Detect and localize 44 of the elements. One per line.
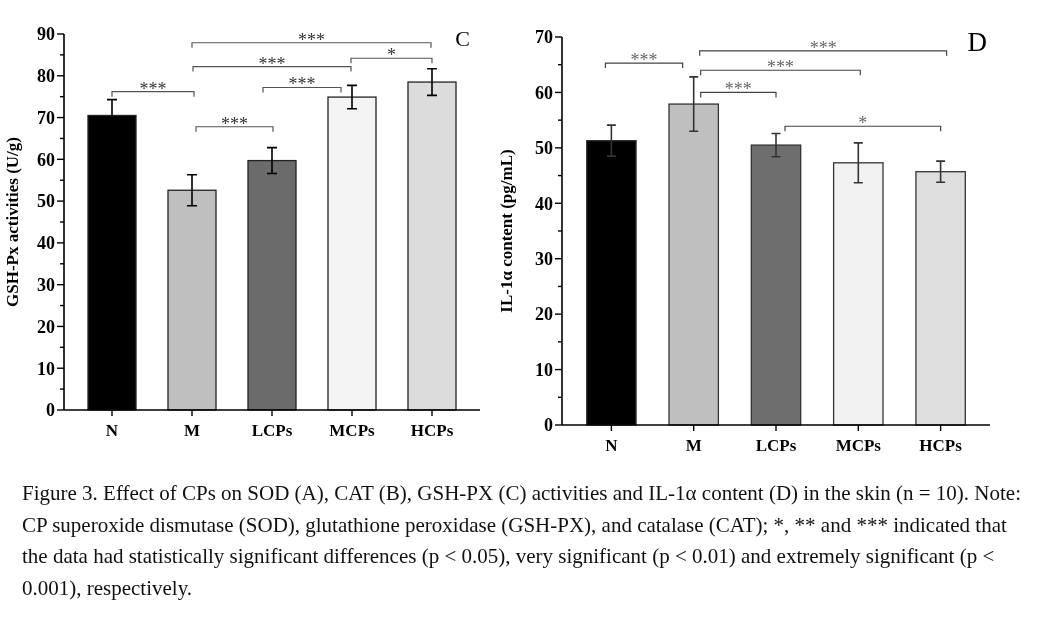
annotation: *** bbox=[221, 113, 248, 134]
x-tick-label: HCPs bbox=[410, 421, 454, 440]
x-tick-label: M bbox=[183, 421, 201, 440]
y-tick-label: 50 bbox=[535, 138, 553, 159]
annotation: *** bbox=[288, 74, 316, 95]
chart-title: C bbox=[455, 26, 470, 51]
y-tick-label: 60 bbox=[37, 149, 55, 170]
x-tick-label: MCPs bbox=[329, 421, 376, 440]
annotation: *** bbox=[139, 78, 167, 99]
annotation: *** bbox=[767, 57, 794, 78]
annotation: *** bbox=[724, 79, 752, 100]
annotation: *** bbox=[258, 53, 286, 74]
x-tick-label: LCPs bbox=[251, 421, 293, 440]
y-tick-label: 30 bbox=[37, 274, 55, 295]
y-axis-title: GSH-Px activities (U/g) bbox=[3, 137, 22, 307]
y-tick-label: 0 bbox=[46, 400, 55, 421]
y-tick-label: 60 bbox=[535, 82, 553, 103]
y-tick-label: 90 bbox=[37, 24, 55, 45]
y-tick-label: 20 bbox=[37, 316, 55, 337]
x-tick-label: LCPs bbox=[755, 436, 797, 455]
y-tick-label: 0 bbox=[544, 415, 553, 436]
caption: Figure 3. Effect of CPs on SOD (A), CAT (B), GSH-PX (C) activities and IL-1α content (D) in the skin (n = 10). Note: CP superoxide dismutase (SOD), glutathione peroxidase (GSH-PX), and catalase (CAT); *, ** and *** indicated that the data had statistically significant differences (p < 0.05), very significant (p < 0.01) and extremely significant (p < 0.001), respectively. bbox=[22, 481, 1022, 600]
annotation: *** bbox=[630, 50, 658, 71]
y-axis-title: IL-1α content (pg/mL) bbox=[497, 149, 516, 313]
y-tick-label: 40 bbox=[535, 193, 553, 214]
y-tick-label: 50 bbox=[37, 191, 55, 212]
y-tick-label: 10 bbox=[37, 358, 55, 379]
y-tick-label: 70 bbox=[37, 107, 55, 128]
annotation: * bbox=[858, 113, 868, 134]
annotation: *** bbox=[298, 29, 325, 50]
y-tick-label: 80 bbox=[37, 66, 55, 87]
y-tick-label: 40 bbox=[37, 233, 55, 254]
y-tick-label: 20 bbox=[535, 304, 553, 325]
x-tick-label: HCPs bbox=[919, 436, 963, 455]
annotation: * bbox=[387, 45, 396, 66]
x-tick-label: M bbox=[685, 436, 702, 455]
x-tick-label: MCPs bbox=[835, 436, 882, 455]
annotation: *** bbox=[809, 37, 837, 58]
y-tick-label: 70 bbox=[535, 27, 553, 48]
y-tick-label: 10 bbox=[535, 359, 553, 380]
x-tick-label: N bbox=[605, 436, 619, 455]
chart-title: D bbox=[967, 27, 987, 57]
y-tick-label: 30 bbox=[535, 249, 553, 270]
x-tick-label: N bbox=[105, 421, 119, 440]
